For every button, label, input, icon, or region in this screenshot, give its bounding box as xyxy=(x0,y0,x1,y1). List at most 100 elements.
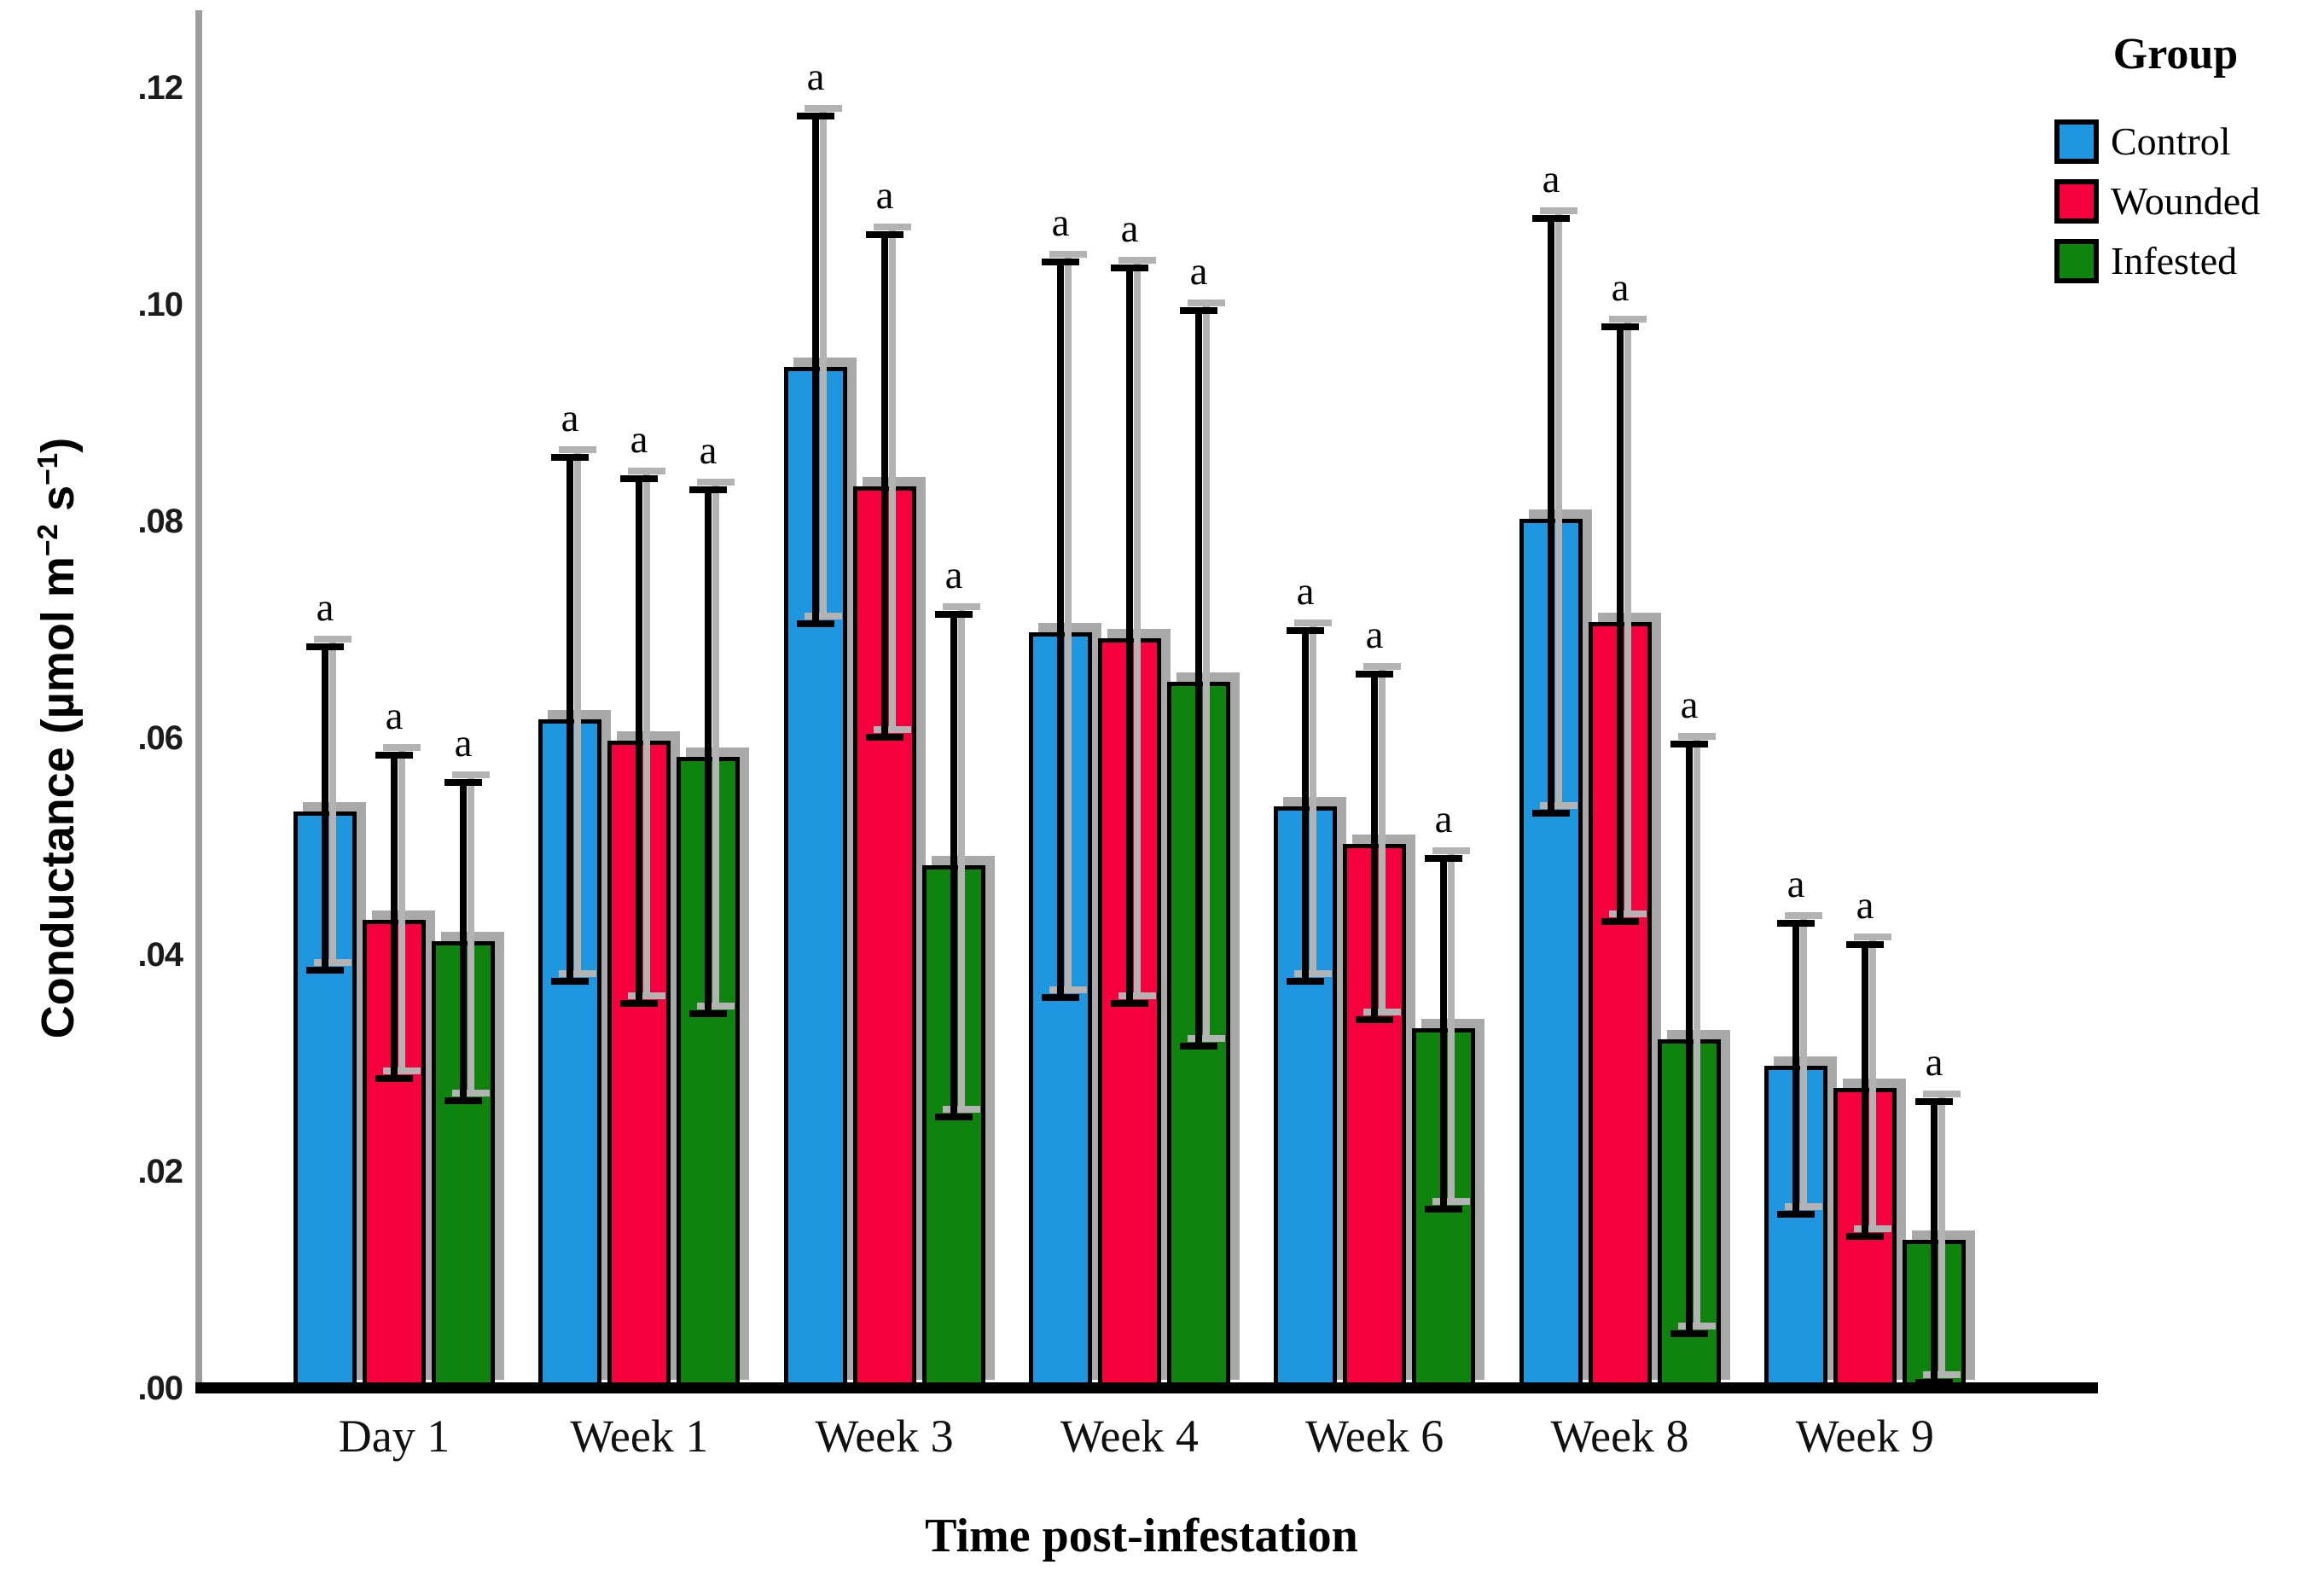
error-cap-top xyxy=(1425,855,1462,862)
error-cap-shadow xyxy=(943,1106,980,1113)
error-bar-shadow xyxy=(1800,912,1807,1210)
error-cap-shadow xyxy=(874,726,911,733)
error-bar-shadow xyxy=(329,636,336,966)
error-bar xyxy=(812,113,819,627)
y-axis-title-sup-1: −1 xyxy=(32,452,64,486)
error-bar xyxy=(1302,627,1309,985)
error-cap-bottom xyxy=(797,620,834,627)
error-cap-top xyxy=(1915,1098,1953,1105)
error-cap-shadow xyxy=(1540,802,1577,809)
error-cap-shadow xyxy=(559,446,596,453)
y-axis-title-text: Conductance (µmol m xyxy=(32,556,84,1039)
error-cap-shadow xyxy=(1609,316,1647,323)
significance-letter: a xyxy=(1680,683,1699,727)
error-cap-top xyxy=(1287,627,1324,634)
error-cap-bottom xyxy=(1532,810,1570,817)
error-cap-top xyxy=(1670,741,1708,747)
error-cap-shadow xyxy=(1785,912,1822,919)
significance-letter: a xyxy=(1611,265,1630,310)
error-cap-shadow xyxy=(805,105,842,112)
error-cap-top xyxy=(375,752,413,759)
y-tick-label: .12 xyxy=(137,69,183,107)
error-bar xyxy=(391,752,398,1082)
error-cap-shadow xyxy=(1540,207,1577,214)
error-cap-shadow xyxy=(874,224,911,230)
significance-letter: a xyxy=(1856,883,1874,928)
significance-letter: a xyxy=(1120,206,1139,251)
error-bar-shadow xyxy=(820,105,827,619)
error-cap-top xyxy=(866,231,903,238)
significance-letter: a xyxy=(1365,613,1384,657)
error-bar xyxy=(1617,323,1624,925)
y-tick-label: .00 xyxy=(137,1370,183,1407)
error-bar xyxy=(950,611,957,1120)
error-cap-bottom xyxy=(444,1097,482,1104)
significance-letter: a xyxy=(806,55,825,99)
error-cap-shadow xyxy=(1854,934,1891,940)
error-bar xyxy=(1126,265,1133,1007)
error-cap-bottom xyxy=(1670,1330,1708,1337)
error-bar-shadow xyxy=(1555,207,1562,809)
significance-letter: a xyxy=(1189,249,1208,294)
error-cap-bottom xyxy=(1287,978,1324,985)
error-cap-top xyxy=(1356,671,1393,678)
y-tick-label: .10 xyxy=(137,286,183,323)
error-cap-shadow xyxy=(1188,1035,1225,1042)
legend-swatch-wounded xyxy=(2054,179,2099,224)
error-cap-shadow xyxy=(1678,1323,1716,1329)
error-cap-shadow xyxy=(943,603,980,610)
y-tick-label: .04 xyxy=(137,936,183,974)
significance-letter: a xyxy=(385,694,404,738)
error-cap-top xyxy=(620,475,658,482)
error-cap-bottom xyxy=(1601,918,1639,925)
error-cap-shadow xyxy=(1609,910,1647,917)
error-cap-shadow xyxy=(383,744,421,751)
error-cap-shadow xyxy=(697,479,735,486)
error-cap-bottom xyxy=(1425,1206,1462,1213)
legend-label: Infested xyxy=(2111,239,2238,282)
legend-item-wounded: Wounded xyxy=(2054,179,2310,224)
error-cap-shadow xyxy=(1923,1371,1961,1378)
error-cap-bottom xyxy=(1042,994,1079,1001)
error-cap-top xyxy=(1111,265,1148,271)
error-cap-shadow xyxy=(314,959,352,966)
error-bar-shadow xyxy=(1448,847,1455,1205)
error-bar-shadow xyxy=(889,224,896,733)
x-tick-label: Week 1 xyxy=(570,1411,709,1462)
error-cap-shadow xyxy=(1432,847,1470,854)
error-cap-shadow xyxy=(1363,663,1401,670)
legend-label: Control xyxy=(2111,119,2231,163)
error-cap-shadow xyxy=(1923,1091,1961,1097)
error-cap-bottom xyxy=(620,1000,658,1007)
error-bar xyxy=(1548,215,1554,817)
error-cap-top xyxy=(1180,307,1217,314)
error-bar-shadow xyxy=(1379,663,1386,1015)
error-cap-top xyxy=(1777,920,1815,927)
error-cap-bottom xyxy=(306,967,344,974)
error-cap-shadow xyxy=(1188,300,1225,306)
error-bar-shadow xyxy=(1310,619,1316,977)
legend-swatch-infested xyxy=(2054,239,2099,283)
significance-letter: a xyxy=(1296,569,1315,614)
error-cap-bottom xyxy=(1180,1043,1217,1050)
significance-letter: a xyxy=(630,417,648,462)
y-axis-line xyxy=(195,10,202,1387)
error-cap-top xyxy=(935,611,973,618)
error-bar xyxy=(1371,671,1378,1023)
error-cap-top xyxy=(1042,259,1079,265)
error-bar-shadow xyxy=(1134,257,1141,999)
error-cap-shadow xyxy=(452,771,490,778)
error-bar xyxy=(1931,1098,1938,1386)
error-bar xyxy=(1440,855,1447,1213)
x-tick-label: Week 9 xyxy=(1795,1411,1934,1462)
error-cap-shadow xyxy=(1854,1225,1891,1232)
error-cap-top xyxy=(797,113,834,119)
error-cap-shadow xyxy=(383,1067,421,1074)
error-cap-shadow xyxy=(1678,733,1716,740)
error-bar xyxy=(1057,259,1064,1001)
y-tick-label: .02 xyxy=(137,1153,183,1190)
error-bar xyxy=(1195,307,1202,1050)
significance-letter: a xyxy=(1925,1040,1943,1085)
y-tick-label: .08 xyxy=(137,503,183,540)
